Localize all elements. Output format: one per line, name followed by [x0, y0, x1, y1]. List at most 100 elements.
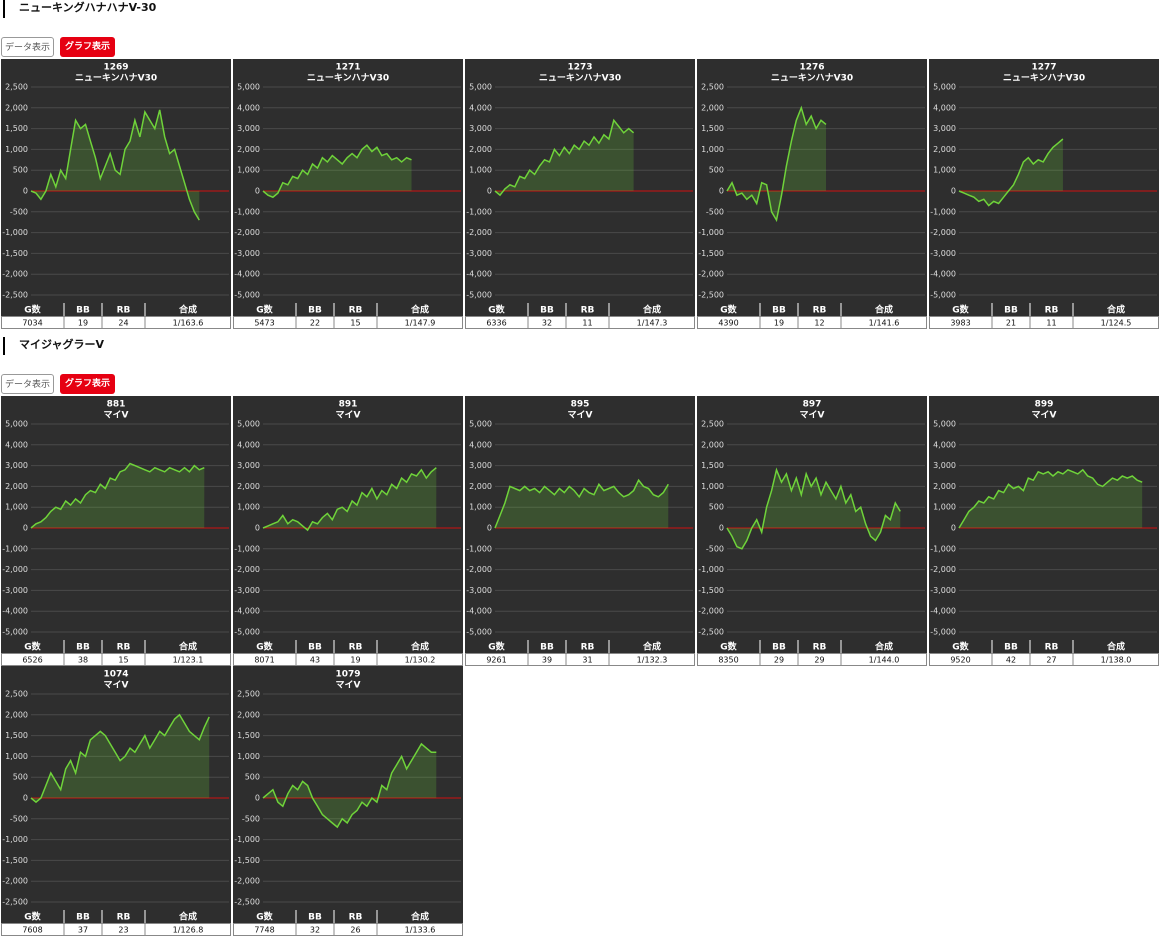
area — [263, 743, 437, 828]
table-header: G数 — [24, 304, 41, 316]
y-tick-label: -1,500 — [2, 856, 28, 865]
table-cell: 1/130.2 — [405, 656, 436, 665]
y-tick-label: 0 — [23, 794, 28, 803]
machine-number: 895 — [571, 400, 590, 410]
table-header-bg — [1, 303, 231, 316]
y-tick-label: 5,000 — [933, 83, 956, 92]
y-tick-label: -2,000 — [234, 877, 260, 886]
y-tick-label: 5,000 — [933, 420, 956, 429]
machine-number: 1276 — [799, 63, 824, 73]
y-tick-label: -2,500 — [698, 291, 724, 300]
tab-button[interactable]: データ表示 — [1, 374, 55, 394]
table-header: RB — [349, 913, 363, 923]
y-tick-label: 4,000 — [5, 440, 28, 449]
y-tick-label: -4,000 — [466, 607, 492, 616]
table-cell: 6526 — [22, 656, 42, 665]
machine-card: 1074 マイV 2,500 2,000 1,500 1,000 500 0 -500 -1,00… — [1, 666, 231, 936]
card-background — [697, 59, 927, 303]
button-group: データ表示 グラフ表示 — [1, 374, 1159, 395]
area — [263, 467, 437, 531]
y-tick-label: -3,000 — [466, 249, 492, 258]
table-row-bg — [697, 653, 927, 666]
y-tick-label: -2,000 — [698, 607, 724, 616]
y-tick-label: -3,000 — [234, 586, 260, 595]
y-tick-label: 4,000 — [469, 440, 492, 449]
machine-number: 1074 — [103, 670, 128, 680]
y-tick-label: -1,000 — [466, 544, 492, 553]
y-tick-label: 2,500 — [5, 690, 28, 699]
table-header: BB — [308, 643, 322, 653]
y-tick-label: 2,500 — [701, 83, 724, 92]
y-tick-label: 4,000 — [933, 103, 956, 112]
table-cell: 11 — [582, 319, 592, 328]
y-tick-label: -5,000 — [2, 628, 28, 637]
machine-name: マイV — [336, 410, 361, 421]
table-cell: 8350 — [718, 656, 738, 665]
y-tick-label: -1,000 — [698, 565, 724, 574]
machine-name: マイV — [336, 680, 361, 691]
section: ニューキングハナハナV-30 データ表示 グラフ表示 1269 ニューキンハナV30 2,… — [0, 0, 1159, 329]
y-tick-label: 2,500 — [237, 690, 260, 699]
table-header: BB — [540, 306, 554, 316]
y-tick-label: 500 — [709, 503, 724, 512]
table-cell: 31 — [582, 656, 592, 665]
y-tick-label: 0 — [23, 187, 28, 196]
table-cell: 32 — [542, 319, 552, 328]
table-header: RB — [581, 643, 595, 653]
card-grid: 1269 ニューキンハナV30 2,500 2,000 1,500 1,000 500 0 -5… — [1, 59, 1159, 329]
y-tick-label: -1,000 — [2, 835, 28, 844]
table-cell: 15 — [350, 319, 360, 328]
y-tick-label: 1,500 — [701, 124, 724, 133]
y-tick-label: -1,500 — [698, 249, 724, 258]
table-cell: 38 — [78, 656, 88, 665]
y-tick-label: 1,000 — [469, 503, 492, 512]
y-tick-label: -4,000 — [466, 270, 492, 279]
table-cell: 1/141.6 — [869, 319, 900, 328]
tab-button[interactable]: グラフ表示 — [60, 37, 116, 57]
machine-number: 1079 — [335, 670, 360, 680]
y-tick-label: 0 — [719, 524, 724, 533]
table-header: G数 — [720, 641, 737, 653]
y-tick-label: -2,000 — [930, 565, 956, 574]
table-header: G数 — [256, 911, 273, 923]
tab-button[interactable]: グラフ表示 — [60, 374, 116, 394]
table-cell: 8071 — [254, 656, 274, 665]
table-header: RB — [1045, 643, 1059, 653]
table-header: BB — [772, 306, 786, 316]
y-tick-label: 3,000 — [469, 124, 492, 133]
section-title: ニューキングハナハナV-30 — [3, 0, 1159, 18]
y-tick-label: 3,000 — [5, 461, 28, 470]
y-tick-label: 1,000 — [701, 145, 724, 154]
y-tick-label: 500 — [245, 773, 260, 782]
y-tick-label: -2,000 — [466, 228, 492, 237]
machine-name: ニューキンハナV30 — [75, 73, 157, 84]
y-tick-label: 2,000 — [933, 482, 956, 491]
tab-button[interactable]: データ表示 — [1, 37, 55, 57]
y-tick-label: 0 — [23, 524, 28, 533]
table-header: RB — [813, 643, 827, 653]
y-tick-label: 1,000 — [933, 166, 956, 175]
table-row-bg — [1, 316, 231, 329]
y-tick-label: -1,000 — [234, 544, 260, 553]
y-tick-label: 3,000 — [237, 124, 260, 133]
table-cell: 1/163.6 — [173, 319, 204, 328]
y-tick-label: 2,000 — [5, 482, 28, 491]
table-header: RB — [813, 306, 827, 316]
machine-name: マイV — [800, 410, 825, 421]
table-header: 合成 — [643, 641, 661, 653]
table-header-bg — [1, 910, 231, 923]
table-header: RB — [1045, 306, 1059, 316]
y-tick-label: 4,000 — [469, 103, 492, 112]
table-cell: 19 — [350, 656, 360, 665]
y-tick-label: -2,500 — [698, 628, 724, 637]
area — [959, 139, 1063, 206]
table-header-bg — [697, 640, 927, 653]
y-tick-label: 3,000 — [933, 461, 956, 470]
table-row-bg — [465, 316, 695, 329]
y-tick-label: -4,000 — [2, 607, 28, 616]
table-header: 合成 — [179, 641, 197, 653]
machine-name: ニューキンハナV30 — [307, 73, 389, 84]
